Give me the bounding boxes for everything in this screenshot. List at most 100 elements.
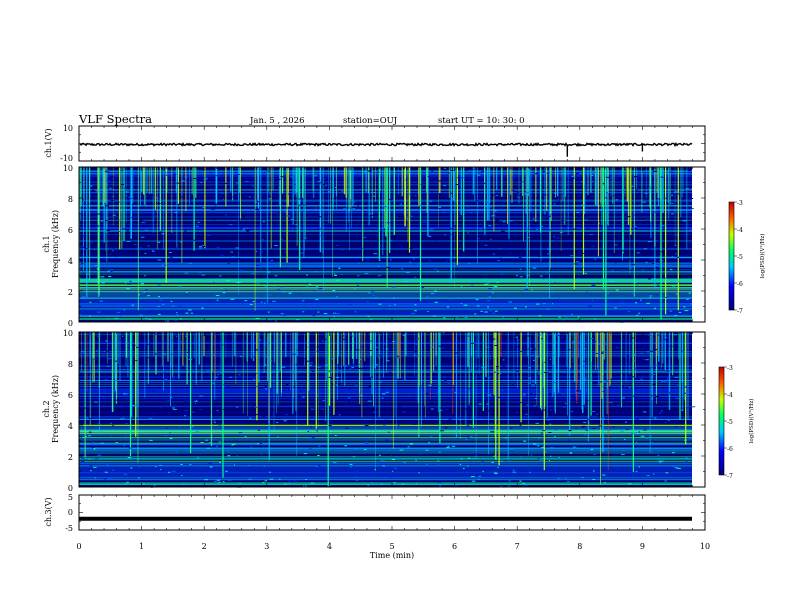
spectrogram-cell (258, 167, 262, 169)
spectrogram-cell (307, 431, 310, 432)
spectrogram-cell (116, 311, 121, 313)
spectrogram-cell (581, 204, 585, 206)
spectrogram-cell (109, 187, 112, 189)
spectrogram-cell (331, 358, 335, 360)
spectrogram-cell (532, 359, 536, 361)
spectrogram-cell (388, 431, 390, 433)
spectrogram-cell (361, 346, 363, 348)
spectrogram-cell (180, 241, 182, 243)
spectrogram-cell (359, 239, 361, 241)
spectrogram-cell (604, 449, 608, 450)
ch1-cbar-tick-m5: -5 (737, 254, 743, 261)
spectrogram-cell (688, 183, 691, 185)
spectrogram-cell (451, 391, 454, 393)
spectrogram-cell (655, 266, 659, 268)
spectrogram-cell (443, 211, 445, 213)
spectrogram-cell (491, 292, 495, 294)
spectrogram-cell (635, 189, 638, 191)
spectrogram-cell (689, 228, 693, 230)
spectrogram-cell (384, 419, 387, 421)
spectrogram-cell (416, 355, 420, 357)
spectrogram-cell (492, 253, 495, 255)
spectrogram-cell (285, 207, 289, 209)
spectrogram-cell (542, 278, 545, 280)
ch1-ytick-bottom: -10 (60, 154, 73, 163)
spectrogram-cell (479, 228, 483, 230)
spectrogram-cell (489, 310, 492, 312)
spectrogram-cell (216, 373, 220, 375)
spectrogram-cell (564, 403, 568, 405)
spectrogram-cell (511, 177, 516, 179)
spectrogram-cell (109, 185, 112, 187)
ch2-spectrogram-image (79, 332, 696, 488)
spectrogram-cell (430, 436, 433, 438)
ch2-cbar-tick-m4: -4 (727, 392, 733, 399)
spectrogram-cell (500, 391, 503, 393)
spectrogram-cell (394, 467, 397, 469)
spectrogram-cell (141, 222, 146, 224)
spectrogram-cell (126, 481, 129, 483)
spectrogram-cell (209, 172, 212, 174)
spectrogram-cell (184, 410, 189, 412)
spectrogram-cell (431, 293, 436, 295)
spectrogram-cell (85, 436, 87, 437)
spectrogram-cell (92, 448, 96, 449)
spectrogram-cell (230, 251, 233, 253)
spectrogram-cell (582, 378, 586, 380)
spectrogram-cell (114, 256, 119, 258)
spectrogram-cell (663, 197, 666, 199)
spectrogram-cell (262, 239, 264, 241)
spectrogram-cell (231, 444, 233, 446)
spectrogram-cell (657, 285, 660, 286)
spectrogram-cell (459, 177, 464, 179)
spectrogram-cell (266, 394, 268, 396)
spectrogram-cell (307, 196, 311, 198)
spectrogram-cell (646, 452, 648, 454)
ch1-cbar-tick-m4: -4 (737, 227, 743, 234)
spectrogram-cell (534, 397, 537, 399)
spectrogram-cell (91, 189, 95, 191)
spectrogram-cell (652, 451, 654, 453)
spectrogram-cell (385, 297, 388, 298)
spectrogram-cell (344, 402, 349, 404)
spectrogram-cell (227, 455, 231, 457)
spectrogram-cell (376, 235, 378, 237)
spectrogram-cell (338, 267, 341, 269)
spectrogram-cell (314, 271, 317, 273)
spectrogram-cell (415, 338, 419, 340)
spectrogram-cell (630, 337, 634, 339)
spectrogram-cell (537, 334, 542, 336)
spectrogram-cell (689, 242, 692, 244)
spectrogram-cell (513, 307, 517, 309)
spectrogram-cell (572, 446, 577, 448)
spectrogram-cell (389, 476, 393, 478)
spectrogram-cell (571, 395, 575, 397)
spectrogram-cell (520, 290, 523, 292)
spectrogram-cell (488, 225, 492, 227)
spectrogram-cell (158, 464, 163, 466)
spectrogram-cell (555, 335, 560, 336)
spectrogram-band (79, 297, 692, 316)
ch1-cbar-tick-m7: -7 (737, 308, 743, 315)
spectrogram-cell (382, 206, 387, 208)
spectrogram-cell (589, 234, 593, 235)
spectrogram-cell (430, 344, 433, 346)
spectrogram-cell (476, 200, 481, 202)
spectrogram-cell (124, 423, 128, 425)
spectrogram-cell (118, 235, 121, 237)
ch1-waveform-trace (79, 141, 693, 157)
spectrogram-cell (403, 462, 406, 464)
spectrogram-cell (538, 315, 542, 317)
spectrogram-cell (112, 191, 117, 193)
spectrogram-cell (181, 341, 184, 343)
spectrogram-cell (188, 262, 192, 264)
spectrogram-cell (360, 247, 364, 249)
spectrogram-cell (509, 449, 514, 451)
spectrogram-cell (107, 365, 110, 367)
spectrogram-cell (191, 332, 196, 334)
spectrogram-cell (149, 439, 153, 441)
spectrogram-cell (469, 169, 474, 171)
spectrogram-cell (251, 201, 253, 202)
spectrogram-cell (350, 334, 352, 336)
spectrogram-cell (443, 376, 445, 378)
